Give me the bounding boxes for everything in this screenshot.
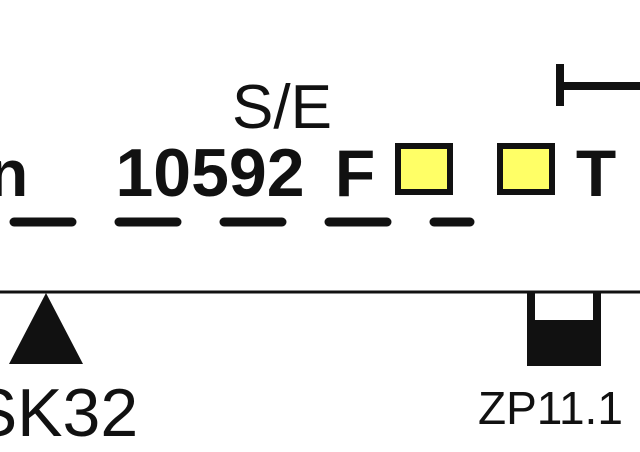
track-circuit-label: ZP11.1 bbox=[478, 382, 623, 434]
limit-marker-icon bbox=[556, 64, 640, 106]
trailing-flag: T bbox=[576, 136, 616, 210]
direction-label: S/E bbox=[232, 73, 332, 142]
signal-label: SK32 bbox=[0, 375, 138, 451]
train-flag: F bbox=[335, 136, 375, 210]
train-number[interactable]: 10592 bbox=[115, 135, 304, 211]
bucket-icon[interactable] bbox=[527, 292, 601, 366]
triangle-signal-icon[interactable] bbox=[9, 293, 83, 364]
status-box-2[interactable] bbox=[497, 143, 555, 195]
cutoff-glyph: n bbox=[0, 136, 28, 210]
status-box-1[interactable] bbox=[395, 143, 453, 195]
